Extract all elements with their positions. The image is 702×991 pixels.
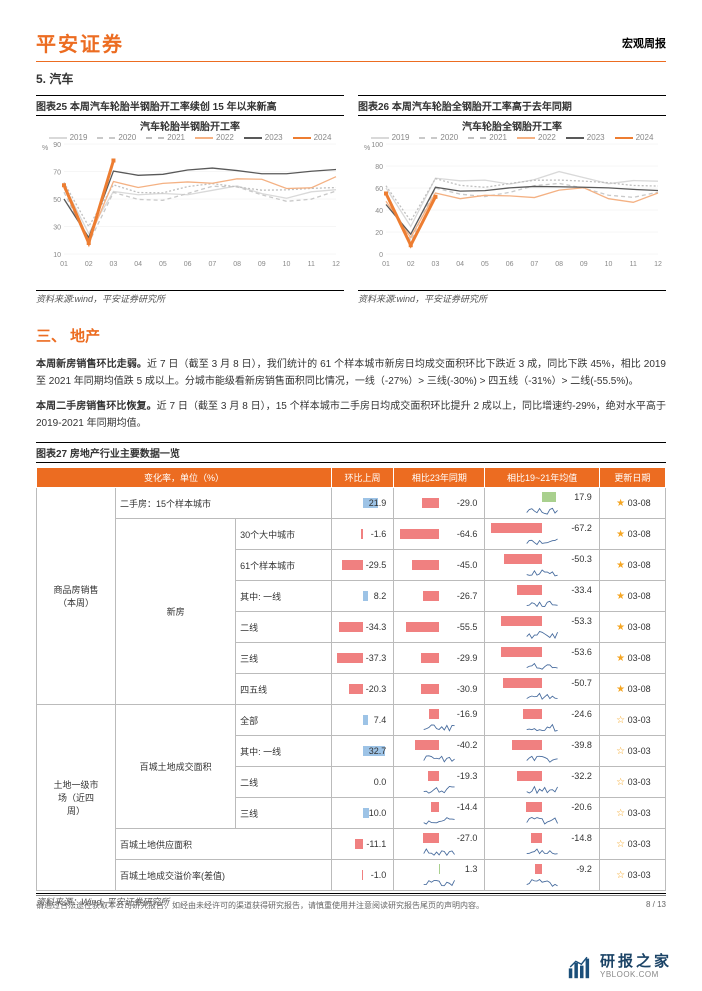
svg-text:03: 03 <box>432 261 440 268</box>
svg-text:80: 80 <box>375 164 383 171</box>
svg-text:04: 04 <box>456 261 464 268</box>
section-3-title: 三、 地产 <box>36 325 666 346</box>
svg-text:06: 06 <box>184 261 192 268</box>
page-number: 8 / 13 <box>646 900 666 911</box>
svg-text:06: 06 <box>506 261 514 268</box>
page-footer: 请通过合法途径获取本公司研究报告，如经由未经许可的渠道获得研究报告，请慎重使用并… <box>36 895 666 911</box>
svg-text:40: 40 <box>375 208 383 215</box>
chart26-source: 资料来源:wind，平安证券研究所 <box>358 290 666 305</box>
svg-text:07: 07 <box>530 261 538 268</box>
para-2: 本周二手房销售环比恢复。近 7 日（截至 3 月 8 日），15 个样本城市二手… <box>36 398 666 432</box>
svg-text:09: 09 <box>580 261 588 268</box>
svg-text:50: 50 <box>53 197 61 204</box>
chart25: 汽车轮胎半钢胎开工率 201920202021202220232024 10 30… <box>36 118 344 288</box>
chart26-svg: 0 20 40 60 80 100 01 02 03 04 05 06 07 08 09 10 11 12% <box>358 142 666 268</box>
svg-text:30: 30 <box>53 225 61 232</box>
chart26: 汽车轮胎全钢胎开工率 201920202021202220232024 0204… <box>358 118 666 288</box>
watermark-cn: 研报之家 <box>600 954 672 971</box>
table27-title: 图表27 房地产行业主要数据一览 <box>36 442 666 463</box>
header-rule <box>36 61 666 62</box>
svg-text:05: 05 <box>481 261 489 268</box>
disclaimer: 请通过合法途径获取本公司研究报告，如经由未经许可的渠道获得研究报告，请慎重使用并… <box>36 900 484 911</box>
chart25-legend: 201920202021202220232024 <box>46 133 334 142</box>
table27: 变化率，单位（%）环比上周相比23年同期相比19~21年均值更新日期 商品房销售… <box>36 467 666 891</box>
watermark: 研报之家 YBLOOK.COM <box>566 953 672 981</box>
watermark-en: YBLOOK.COM <box>600 971 672 980</box>
svg-text:90: 90 <box>53 142 61 149</box>
svg-text:05: 05 <box>159 261 167 268</box>
brand-logo: 平安证券 <box>36 28 124 57</box>
chart25-inner-title: 汽车轮胎半钢胎开工率 <box>36 118 344 133</box>
svg-text:04: 04 <box>134 261 142 268</box>
chart26-inner-title: 汽车轮胎全钢胎开工率 <box>358 118 666 133</box>
svg-text:100: 100 <box>371 142 383 149</box>
chart26-legend: 201920202021202220232024 <box>368 133 656 142</box>
svg-text:10: 10 <box>53 252 61 259</box>
svg-text:03: 03 <box>110 261 118 268</box>
svg-text:09: 09 <box>258 261 266 268</box>
svg-text:08: 08 <box>555 261 563 268</box>
section-5-title: 5. 汽车 <box>36 70 666 87</box>
svg-text:11: 11 <box>630 261 637 268</box>
svg-text:02: 02 <box>85 261 93 268</box>
chart25-title: 图表25 本周汽车轮胎半钢胎开工率续创 15 年以来新高 <box>36 95 344 116</box>
svg-text:08: 08 <box>233 261 241 268</box>
svg-text:%: % <box>42 145 48 152</box>
svg-text:01: 01 <box>382 261 390 268</box>
watermark-icon <box>566 953 594 981</box>
svg-text:02: 02 <box>407 261 415 268</box>
svg-text:20: 20 <box>375 230 383 237</box>
svg-text:12: 12 <box>332 261 340 268</box>
svg-text:0: 0 <box>379 252 383 259</box>
svg-text:%: % <box>364 145 370 152</box>
svg-text:10: 10 <box>605 261 613 268</box>
chart25-source: 资料来源:wind，平安证券研究所 <box>36 290 344 305</box>
svg-text:70: 70 <box>53 170 61 177</box>
svg-text:10: 10 <box>283 261 291 268</box>
svg-text:60: 60 <box>375 186 383 193</box>
doc-type: 宏观周报 <box>622 35 666 51</box>
svg-text:01: 01 <box>60 261 68 268</box>
svg-text:07: 07 <box>208 261 216 268</box>
chart26-title: 图表26 本周汽车轮胎全钢胎开工率高于去年同期 <box>358 95 666 116</box>
svg-text:12: 12 <box>654 261 662 268</box>
para-1: 本周新房销售环比走弱。近 7 日（截至 3 月 8 日），我们统计的 61 个样… <box>36 356 666 390</box>
svg-text:11: 11 <box>308 261 315 268</box>
chart25-svg: 10 30 50 70 90 01 02 03 04 05 06 07 08 09 10 11 12% <box>36 142 344 268</box>
